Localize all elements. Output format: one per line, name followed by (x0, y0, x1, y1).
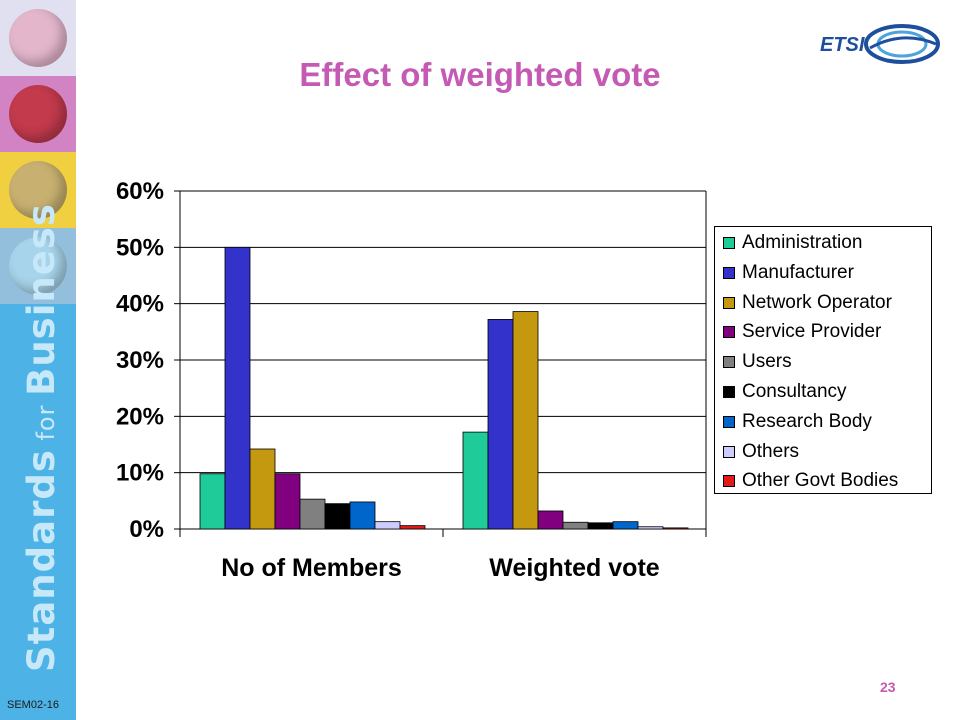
legend-item: Consultancy (723, 380, 847, 404)
legend-swatch (723, 445, 735, 458)
legend-item: Administration (723, 231, 862, 255)
globe-icon (9, 237, 67, 295)
bar (487, 319, 514, 530)
legend-swatch (723, 296, 735, 309)
globe-tile-1 (0, 0, 76, 76)
bar (462, 431, 489, 530)
y-tick-label: 10% (116, 460, 164, 487)
bar (612, 521, 639, 530)
bar (562, 521, 589, 530)
legend-label: Others (742, 440, 800, 462)
logo-swoosh (869, 36, 937, 50)
legend-item: Manufacturer (723, 261, 854, 285)
legend-item: Service Provider (723, 320, 881, 344)
legend-item: Network Operator (723, 291, 892, 315)
legend-label: Other Govt Bodies (742, 470, 899, 492)
sidebar-band: Standards for Business SEM02-16 (0, 0, 76, 720)
legend-item: Research Body (723, 410, 872, 434)
y-tick-label: 60% (116, 178, 164, 205)
legend-swatch (723, 237, 735, 249)
bar (299, 498, 326, 530)
bar (274, 473, 301, 530)
x-category-label: Weighted vote (489, 554, 659, 582)
legend-label: Consultancy (742, 381, 847, 402)
legend-item: Other Govt Bodies (723, 469, 898, 493)
bar (249, 448, 276, 530)
chart-legend: Administration Manufacturer Network Operat… (714, 226, 932, 494)
legend-swatch (723, 386, 735, 398)
globe-tile-2 (0, 76, 76, 152)
legend-swatch (723, 326, 735, 339)
bar (512, 311, 539, 530)
legend-label: Manufacturer (742, 261, 854, 283)
legend-label: Research Body (742, 410, 872, 432)
legend-label: Administration (742, 232, 863, 253)
legend-swatch (723, 266, 735, 279)
legend-item: Others (723, 440, 799, 464)
etsi-logo-text: ETSI (820, 34, 865, 56)
bar (224, 246, 251, 530)
y-tick-label: 50% (116, 234, 164, 261)
bar (324, 503, 351, 530)
logo-ring-outer (864, 24, 940, 64)
legend-label: Network Operator (742, 291, 892, 313)
globe-icon (9, 9, 67, 67)
bar (199, 473, 226, 530)
legend-item: Users (723, 350, 792, 374)
globe-icon (9, 85, 67, 143)
bar (374, 521, 401, 530)
legend-swatch (723, 415, 735, 428)
globe-tile-3 (0, 152, 76, 228)
legend-swatch (723, 356, 735, 369)
page-number: 23 (880, 679, 896, 695)
bar (587, 522, 614, 530)
bar (662, 527, 689, 530)
bar (349, 501, 376, 530)
bar (399, 525, 426, 530)
globe-icon (9, 161, 67, 219)
etsi-logo: ETSI (820, 24, 940, 64)
bar (637, 526, 664, 530)
slide-title: Effect of weighted vote (299, 56, 661, 93)
y-tick-label: 40% (116, 291, 164, 318)
x-category-label: No of Members (221, 554, 402, 582)
footer-code: SEM02-16 (7, 699, 59, 711)
y-tick-label: 30% (116, 347, 164, 374)
legend-swatch (723, 475, 735, 488)
legend-label: Users (742, 351, 792, 373)
legend-label: Service Provider (742, 321, 882, 343)
bar (537, 510, 564, 530)
y-tick-label: 0% (129, 516, 164, 543)
y-tick-label: 20% (116, 403, 164, 430)
globe-tile-4 (0, 228, 76, 304)
